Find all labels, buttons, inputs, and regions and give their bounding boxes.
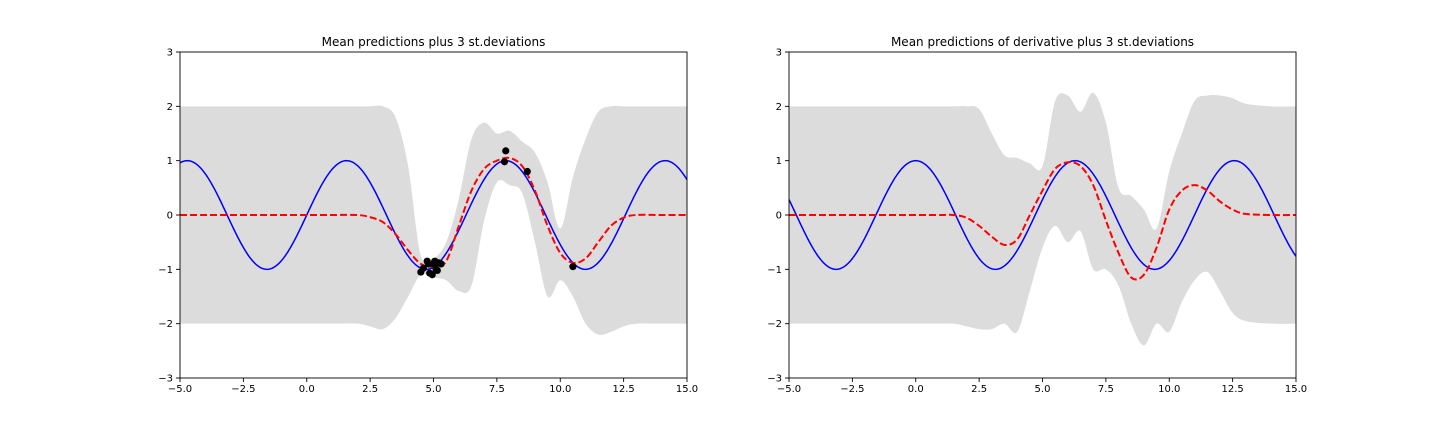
- x-tick-label: 15.0: [1285, 384, 1307, 395]
- left-chart: Mean predictions plus 3 st.deviations −5…: [158, 35, 698, 395]
- x-tick-label: −5.0: [168, 384, 192, 395]
- observation-point: [419, 264, 427, 272]
- observation-point: [433, 266, 441, 275]
- plot-area: [180, 105, 687, 335]
- observation-point: [428, 271, 436, 279]
- y-tick-label: 2: [776, 102, 782, 113]
- y-tick-label: −1: [767, 265, 782, 276]
- y-tick-label: 1: [776, 156, 782, 167]
- y-tick-label: −3: [767, 374, 782, 385]
- plot-content: [789, 92, 1296, 346]
- y-tick-label: 0: [167, 211, 173, 222]
- x-tick-label: 2.5: [971, 384, 987, 395]
- y-tick-label: 2: [167, 102, 173, 113]
- x-tick-label: −2.5: [231, 384, 255, 395]
- plot-area: [789, 92, 1296, 346]
- x-tick-label: 7.5: [1098, 384, 1114, 395]
- x-tick-label: 0.0: [299, 384, 315, 395]
- observation-point: [437, 260, 445, 268]
- x-tick-label: 2.5: [362, 384, 378, 395]
- x-tick-label: 7.5: [489, 384, 505, 395]
- x-tick-label: −5.0: [777, 384, 801, 395]
- observation-point: [500, 158, 509, 166]
- x-tick-label: 10.0: [549, 384, 571, 395]
- observation-point: [523, 167, 531, 176]
- x-tick-label: 15.0: [676, 384, 698, 395]
- true-function-line: [789, 159, 1296, 271]
- mean-prediction-line: [180, 156, 687, 268]
- x-tick-label: 12.5: [612, 384, 634, 395]
- right-chart: Mean predictions of derivative plus 3 st…: [767, 35, 1307, 395]
- x-tick-label: 0.0: [908, 384, 924, 395]
- y-tick-label: −3: [158, 374, 173, 385]
- y-tick-label: −2: [158, 319, 173, 330]
- y-tick-label: 3: [167, 48, 173, 59]
- y-tick-label: −1: [158, 265, 173, 276]
- y-tick-label: −2: [767, 319, 782, 330]
- x-tick-label: 10.0: [1158, 384, 1180, 395]
- y-tick-label: 0: [776, 211, 782, 222]
- x-tick-label: −2.5: [840, 384, 864, 395]
- observation-point: [502, 147, 510, 155]
- confidence-band: [789, 92, 1296, 346]
- left-chart-title: Mean predictions plus 3 st.deviations: [322, 35, 546, 49]
- right-chart-title: Mean predictions of derivative plus 3 st…: [891, 35, 1194, 49]
- y-tick-label: 3: [776, 48, 782, 59]
- x-tick-label: 5.0: [1035, 384, 1051, 395]
- mean-prediction-line: [789, 161, 1296, 281]
- observation-point: [424, 260, 433, 268]
- observation-point: [569, 263, 577, 271]
- y-tick-label: 1: [167, 156, 173, 167]
- confidence-band: [180, 105, 687, 335]
- x-tick-label: 5.0: [426, 384, 442, 395]
- x-tick-label: 12.5: [1221, 384, 1243, 395]
- plot-content: [180, 105, 687, 335]
